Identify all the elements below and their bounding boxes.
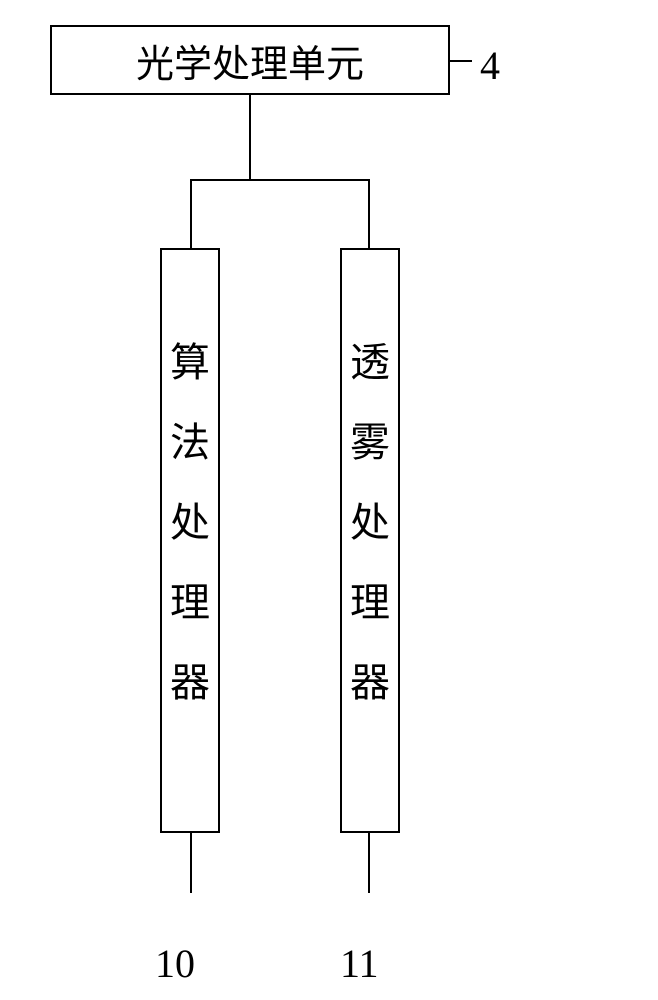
- connector: [450, 60, 472, 62]
- ref-label-10: 10: [155, 940, 195, 987]
- ref-label-4: 4: [480, 42, 500, 89]
- ref-label-11: 11: [340, 940, 379, 987]
- algorithm-processor-box: 算法处理器: [160, 248, 220, 833]
- connector: [368, 833, 370, 893]
- algorithm-processor-label: 算法处理器: [170, 341, 210, 741]
- connector: [190, 179, 370, 181]
- optical-processing-unit-label: 光学处理单元: [136, 33, 364, 88]
- defog-processor-label: 透雾处理器: [350, 341, 390, 741]
- connector: [368, 179, 370, 249]
- optical-processing-unit-box: 光学处理单元: [50, 25, 450, 95]
- connector: [249, 95, 251, 179]
- connector: [190, 179, 192, 249]
- defog-processor-box: 透雾处理器: [340, 248, 400, 833]
- connector: [190, 833, 192, 893]
